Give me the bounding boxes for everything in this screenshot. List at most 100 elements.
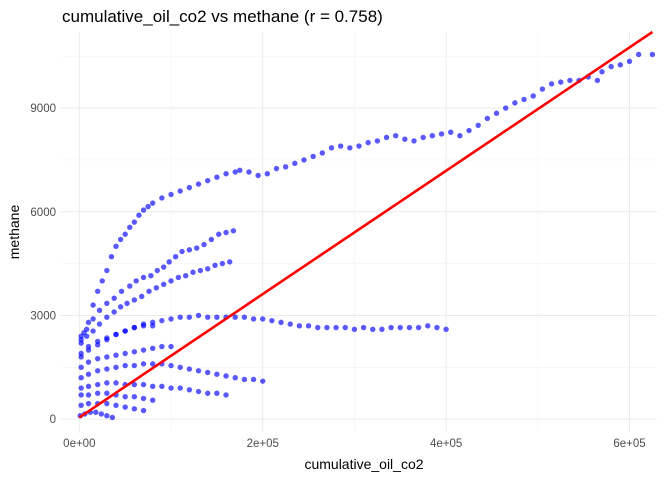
data-point: [104, 413, 110, 419]
data-point: [177, 314, 183, 320]
data-point: [617, 62, 624, 68]
data-point: [159, 343, 165, 350]
data-point: [530, 93, 536, 99]
data-point: [146, 288, 152, 294]
data-point: [315, 324, 321, 331]
data-point: [599, 69, 605, 75]
data-point: [94, 355, 101, 362]
data-point: [94, 390, 101, 396]
data-point: [388, 324, 394, 331]
x-tick-label: 2e+05: [247, 438, 279, 450]
data-point: [567, 77, 573, 84]
data-point: [241, 376, 248, 383]
data-point: [140, 395, 147, 402]
data-point: [168, 191, 174, 198]
data-point: [85, 319, 92, 326]
data-point: [117, 236, 124, 243]
data-point: [138, 293, 145, 300]
data-point: [201, 241, 207, 248]
data-point: [109, 414, 116, 421]
data-point: [96, 307, 103, 313]
data-point: [93, 409, 99, 415]
data-point: [447, 129, 454, 135]
data-point: [484, 115, 491, 122]
data-point: [122, 404, 128, 410]
data-point: [149, 200, 156, 206]
data-point: [195, 368, 202, 374]
data-point: [383, 134, 390, 141]
data-point: [214, 314, 220, 320]
data-point: [94, 368, 101, 374]
data-point: [356, 143, 362, 149]
data-point: [223, 171, 229, 177]
data-point: [140, 323, 147, 329]
data-point: [466, 127, 472, 134]
data-point: [111, 295, 117, 301]
data-point: [425, 323, 431, 329]
data-point: [406, 324, 413, 331]
data-point: [539, 86, 546, 92]
data-point: [78, 364, 84, 371]
data-point: [127, 224, 133, 231]
data-point: [85, 359, 92, 365]
data-point: [90, 302, 96, 308]
grid: [61, 32, 657, 433]
data-point: [113, 380, 119, 386]
data-point: [324, 324, 330, 331]
data-point: [122, 231, 128, 237]
data-point: [122, 394, 128, 400]
data-point: [172, 253, 179, 260]
data-point: [145, 203, 151, 210]
data-point: [503, 105, 509, 111]
data-point: [558, 79, 564, 85]
data-point: [415, 324, 422, 331]
data-point: [177, 385, 183, 391]
data-point: [214, 390, 220, 396]
data-point: [104, 314, 110, 320]
data-point: [214, 371, 220, 377]
data-point: [154, 267, 160, 274]
data-point: [98, 411, 105, 417]
data-point: [246, 169, 252, 175]
data-point: [159, 383, 165, 390]
x-axis-ticks: 0e+00 2e+05 4e+05 6e+05: [63, 438, 645, 450]
data-point: [78, 374, 84, 381]
data-point: [140, 274, 147, 281]
data-point: [131, 297, 138, 303]
data-point: [230, 228, 237, 234]
data-point: [301, 157, 307, 163]
data-point: [78, 402, 84, 409]
data-point: [160, 281, 167, 288]
data-points: [77, 51, 656, 421]
data-point: [208, 236, 215, 243]
data-point: [241, 314, 248, 320]
data-point: [212, 262, 218, 269]
data-point: [347, 145, 353, 151]
data-point: [214, 174, 220, 180]
data-point: [78, 385, 84, 391]
data-point: [273, 165, 280, 172]
data-point: [85, 383, 92, 390]
data-point: [85, 392, 92, 398]
data-point: [219, 260, 226, 267]
data-point: [168, 362, 174, 369]
data-point: [149, 345, 156, 352]
data-point: [149, 323, 156, 329]
data-point: [260, 316, 266, 322]
data-point: [104, 335, 110, 341]
data-point: [608, 63, 614, 70]
data-point: [159, 317, 165, 324]
data-point: [626, 58, 633, 65]
data-point: [117, 304, 124, 310]
data-point: [104, 300, 110, 307]
data-point: [78, 340, 84, 346]
data-point: [85, 400, 92, 407]
data-point: [186, 184, 193, 191]
chart-title: cumulative_oil_co2 vs methane (r = 0.758…: [62, 7, 383, 26]
data-point: [94, 381, 101, 388]
data-point: [104, 267, 110, 274]
data-point: [131, 394, 138, 400]
x-tick-label: 6e+05: [613, 438, 645, 450]
y-tick-label: 0: [50, 414, 56, 426]
